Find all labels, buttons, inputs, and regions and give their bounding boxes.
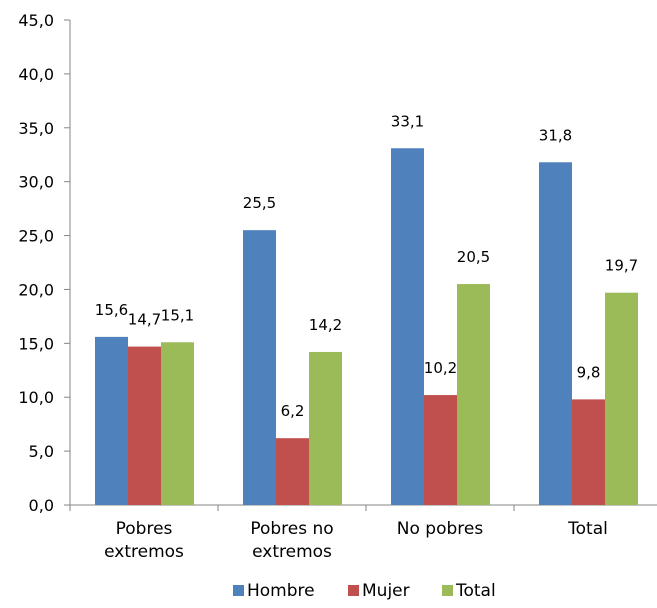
data-label: 31,8 xyxy=(539,126,572,144)
legend-label: Mujer xyxy=(362,581,410,601)
x-category-label: No pobres xyxy=(397,519,484,539)
data-label: 25,5 xyxy=(243,194,276,212)
data-label: 19,7 xyxy=(605,257,638,275)
x-category-label: Pobres xyxy=(116,519,173,539)
y-tick-label: 10,0 xyxy=(18,388,54,407)
x-category-label: Pobres no xyxy=(250,519,333,539)
data-label: 6,2 xyxy=(281,402,305,420)
data-label: 14,2 xyxy=(309,316,342,334)
data-label: 15,6 xyxy=(95,301,128,319)
bar-total-3 xyxy=(605,292,638,505)
y-tick-label: 5,0 xyxy=(29,442,54,461)
x-category-label: Total xyxy=(567,519,608,539)
bar-mujer-0 xyxy=(128,346,161,505)
x-category-label: extremos xyxy=(252,542,332,562)
bar-mujer-1 xyxy=(276,438,309,505)
y-tick-label: 15,0 xyxy=(18,334,54,353)
y-tick-label: 30,0 xyxy=(18,173,54,192)
bar-mujer-2 xyxy=(424,395,457,505)
y-tick-label: 0,0 xyxy=(29,496,54,515)
data-label: 14,7 xyxy=(128,311,161,329)
y-tick-label: 25,0 xyxy=(18,227,54,246)
y-tick-label: 20,0 xyxy=(18,280,54,299)
bar-hombre-0 xyxy=(95,336,128,505)
data-label: 33,1 xyxy=(391,112,424,130)
legend-swatch-total xyxy=(442,585,453,596)
bar-hombre-1 xyxy=(243,230,276,505)
data-label: 9,8 xyxy=(577,363,601,381)
bar-hombre-2 xyxy=(391,148,424,505)
data-label: 20,5 xyxy=(457,248,490,266)
y-tick-label: 40,0 xyxy=(18,65,54,84)
bar-total-0 xyxy=(161,342,194,505)
legend-label: Hombre xyxy=(247,581,315,601)
bar-total-1 xyxy=(309,351,342,505)
legend-swatch-mujer xyxy=(348,585,359,596)
x-category-label: extremos xyxy=(104,542,184,562)
bar-total-2 xyxy=(457,284,490,505)
y-tick-label: 35,0 xyxy=(18,119,54,138)
data-label: 15,1 xyxy=(161,306,194,324)
bar-hombre-3 xyxy=(539,162,572,505)
legend-swatch-hombre xyxy=(233,585,244,596)
y-tick-label: 45,0 xyxy=(18,11,54,30)
data-label: 10,2 xyxy=(424,359,457,377)
legend-label: Total xyxy=(455,581,496,601)
bar-mujer-3 xyxy=(572,399,605,505)
